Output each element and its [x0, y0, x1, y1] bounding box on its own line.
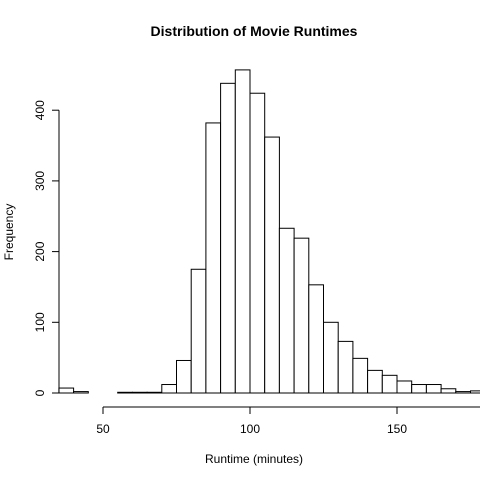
histogram-bar	[425, 384, 442, 394]
histogram-bar	[411, 384, 427, 394]
histogram-bar	[146, 391, 163, 394]
y-tick-label: 400	[33, 100, 47, 120]
histogram-bar	[337, 340, 354, 394]
histogram-bar	[367, 369, 383, 394]
x-axis-label: Runtime (minutes)	[205, 452, 303, 466]
histogram-bar	[293, 237, 310, 394]
histogram-bar	[249, 92, 266, 394]
x-tick-label: 50	[96, 422, 110, 436]
histogram-bar	[205, 122, 222, 394]
bars-group	[58, 69, 480, 394]
histogram-bar	[308, 284, 324, 394]
y-tick-label: 300	[33, 171, 47, 191]
histogram-bar	[220, 82, 236, 394]
x-tick-label: 100	[240, 422, 260, 436]
histogram-bar	[176, 359, 192, 394]
histogram-bar	[58, 387, 75, 394]
histogram-bar	[455, 391, 471, 394]
histogram-bar	[278, 227, 295, 394]
histogram-bar	[396, 380, 413, 394]
histogram-bar	[381, 374, 398, 394]
histogram-bar	[161, 384, 178, 394]
histogram-bar	[131, 391, 148, 394]
histogram-bar	[117, 391, 133, 394]
histogram-bar	[190, 268, 207, 394]
histogram-bar	[470, 390, 480, 394]
chart-title: Distribution of Movie Runtimes	[151, 23, 358, 39]
y-tick-label: 200	[33, 241, 47, 261]
x-axis: 50100150200	[96, 406, 480, 436]
histogram-bar	[234, 69, 251, 394]
y-axis-label: Frequency	[2, 204, 16, 261]
histogram-bar	[352, 357, 369, 394]
y-tick-label: 100	[33, 312, 47, 332]
histogram-bar	[264, 136, 280, 394]
y-axis: 0 100 200 300 400	[33, 100, 60, 396]
histogram-bar	[440, 388, 457, 394]
histogram-bar	[73, 391, 89, 394]
x-tick-label: 150	[387, 422, 407, 436]
histogram-bar	[323, 321, 339, 394]
y-tick-label: 0	[33, 389, 47, 396]
